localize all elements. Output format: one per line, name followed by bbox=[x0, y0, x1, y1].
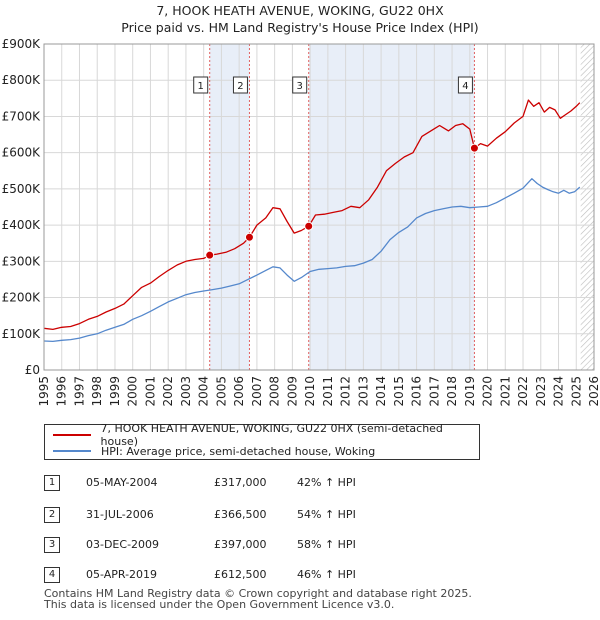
y-tick-label: £600K bbox=[2, 146, 42, 160]
x-tick-label: 1999 bbox=[108, 376, 122, 407]
chart-subtitle: Price paid vs. HM Land Registry's House … bbox=[121, 20, 478, 35]
x-tick-label: 2000 bbox=[126, 376, 140, 407]
sale-point bbox=[244, 232, 254, 242]
sale-point bbox=[205, 250, 215, 260]
x-tick-label: 2004 bbox=[197, 376, 211, 407]
x-tick-label: 1997 bbox=[72, 376, 86, 407]
sale-label: 2 bbox=[237, 81, 243, 92]
sale-hpi-change: 46% ↑ HPI bbox=[297, 568, 356, 581]
x-tick-label: 1996 bbox=[55, 376, 69, 407]
sale-date: 05-MAY-2004 bbox=[86, 476, 158, 489]
series-line-property bbox=[43, 99, 581, 331]
x-tick-label: 2010 bbox=[303, 376, 317, 407]
x-tick-label: 2018 bbox=[445, 376, 459, 407]
legend-label-hpi: HPI: Average price, semi-detached house,… bbox=[101, 444, 376, 458]
sale-span-shade bbox=[209, 44, 250, 370]
x-tick-label: 2015 bbox=[392, 376, 406, 407]
x-tick-label: 2022 bbox=[516, 376, 530, 407]
x-tick-label: 1998 bbox=[90, 376, 104, 407]
footer-line-copyright: Contains HM Land Registry data © Crown c… bbox=[44, 587, 472, 600]
price-chart: 7, HOOK HEATH AVENUE, WOKING, GU22 0HX P… bbox=[2, 3, 600, 407]
x-tick-label: 2014 bbox=[374, 376, 388, 407]
sale-point bbox=[469, 143, 479, 153]
y-tick-label: £300K bbox=[2, 254, 42, 268]
footer-line-licence: This data is licensed under the Open Gov… bbox=[44, 598, 395, 611]
sale-label-box bbox=[457, 76, 473, 94]
sale-number-badge: 2 bbox=[44, 507, 60, 523]
sale-label-box bbox=[292, 76, 308, 94]
y-tick-label: £200K bbox=[2, 291, 42, 305]
x-tick-label: 2019 bbox=[463, 376, 477, 407]
legend-item-property: 7, HOOK HEATH AVENUE, WOKING, GU22 0HX (… bbox=[53, 422, 479, 448]
sale-hpi-change: 54% ↑ HPI bbox=[297, 508, 356, 521]
sale-price: £366,500 bbox=[214, 508, 267, 521]
x-tick-label: 2012 bbox=[339, 376, 353, 407]
footer-attribution: Contains HM Land Registry data © Crown c… bbox=[44, 588, 472, 610]
legend-swatch-property bbox=[53, 434, 91, 436]
legend-item-hpi: HPI: Average price, semi-detached house,… bbox=[53, 443, 375, 459]
series-line-hpi bbox=[43, 178, 581, 343]
y-tick-label: £0 bbox=[25, 363, 40, 377]
x-tick-label: 2006 bbox=[232, 376, 246, 407]
sale-number-badge: 4 bbox=[44, 567, 60, 583]
x-tick-label: 2024 bbox=[552, 376, 566, 407]
sale-label: 4 bbox=[462, 81, 468, 92]
y-tick-label: £700K bbox=[2, 109, 42, 123]
table-row: 3 03-DEC-2009 £397,000 58% ↑ HPI bbox=[44, 536, 484, 556]
sale-label: 1 bbox=[198, 81, 204, 92]
y-tick-label: £800K bbox=[2, 73, 42, 87]
x-tick-label: 2005 bbox=[214, 376, 228, 407]
sale-date: 05-APR-2019 bbox=[86, 568, 158, 581]
y-tick-label: £500K bbox=[2, 182, 42, 196]
table-row: 2 31-JUL-2006 £366,500 54% ↑ HPI bbox=[44, 506, 484, 526]
x-tick-label: 2020 bbox=[481, 376, 495, 407]
sale-label: 3 bbox=[297, 81, 303, 92]
sale-date: 03-DEC-2009 bbox=[86, 538, 160, 551]
x-tick-label: 2021 bbox=[498, 376, 512, 407]
y-tick-label: £900K bbox=[2, 37, 42, 51]
x-tick-label: 2011 bbox=[321, 376, 335, 407]
sale-label-box bbox=[193, 76, 209, 94]
sale-number-badge: 3 bbox=[44, 537, 60, 553]
sale-hpi-change: 58% ↑ HPI bbox=[297, 538, 356, 551]
sale-date: 31-JUL-2006 bbox=[86, 508, 154, 521]
x-tick-label: 2023 bbox=[534, 376, 548, 407]
chart-legend: 7, HOOK HEATH AVENUE, WOKING, GU22 0HX (… bbox=[44, 422, 480, 460]
sale-span-shade bbox=[308, 44, 475, 370]
x-tick-label: 2008 bbox=[268, 376, 282, 407]
x-tick-label: 2025 bbox=[569, 376, 583, 407]
sale-price: £397,000 bbox=[214, 538, 267, 551]
y-tick-label: £400K bbox=[2, 218, 42, 232]
sale-number-badge: 1 bbox=[44, 475, 60, 491]
table-row: 4 05-APR-2019 £612,500 46% ↑ HPI bbox=[44, 566, 484, 586]
legend-swatch-hpi bbox=[53, 450, 91, 452]
sale-price: £612,500 bbox=[214, 568, 267, 581]
x-tick-label: 2003 bbox=[179, 376, 193, 407]
x-tick-label: 2007 bbox=[250, 376, 264, 407]
sale-label-box bbox=[232, 76, 248, 94]
x-tick-label: 2016 bbox=[410, 376, 424, 407]
sale-price: £317,000 bbox=[214, 476, 267, 489]
y-tick-label: £100K bbox=[2, 327, 42, 341]
x-tick-label: 2017 bbox=[427, 376, 441, 407]
projection-hatch bbox=[580, 44, 594, 370]
x-tick-label: 2002 bbox=[161, 376, 175, 407]
x-tick-label: 1995 bbox=[37, 376, 51, 407]
x-tick-label: 2013 bbox=[356, 376, 370, 407]
sale-hpi-change: 42% ↑ HPI bbox=[297, 476, 356, 489]
plot-frame bbox=[43, 43, 595, 371]
x-tick-label: 2026 bbox=[587, 376, 600, 407]
table-row: 1 05-MAY-2004 £317,000 42% ↑ HPI bbox=[44, 474, 484, 494]
x-tick-label: 2001 bbox=[143, 376, 157, 407]
x-tick-label: 2009 bbox=[285, 376, 299, 407]
legend-label-property: 7, HOOK HEATH AVENUE, WOKING, GU22 0HX (… bbox=[100, 422, 443, 448]
sale-point bbox=[304, 221, 314, 231]
chart-title: 7, HOOK HEATH AVENUE, WOKING, GU22 0HX bbox=[156, 3, 444, 18]
